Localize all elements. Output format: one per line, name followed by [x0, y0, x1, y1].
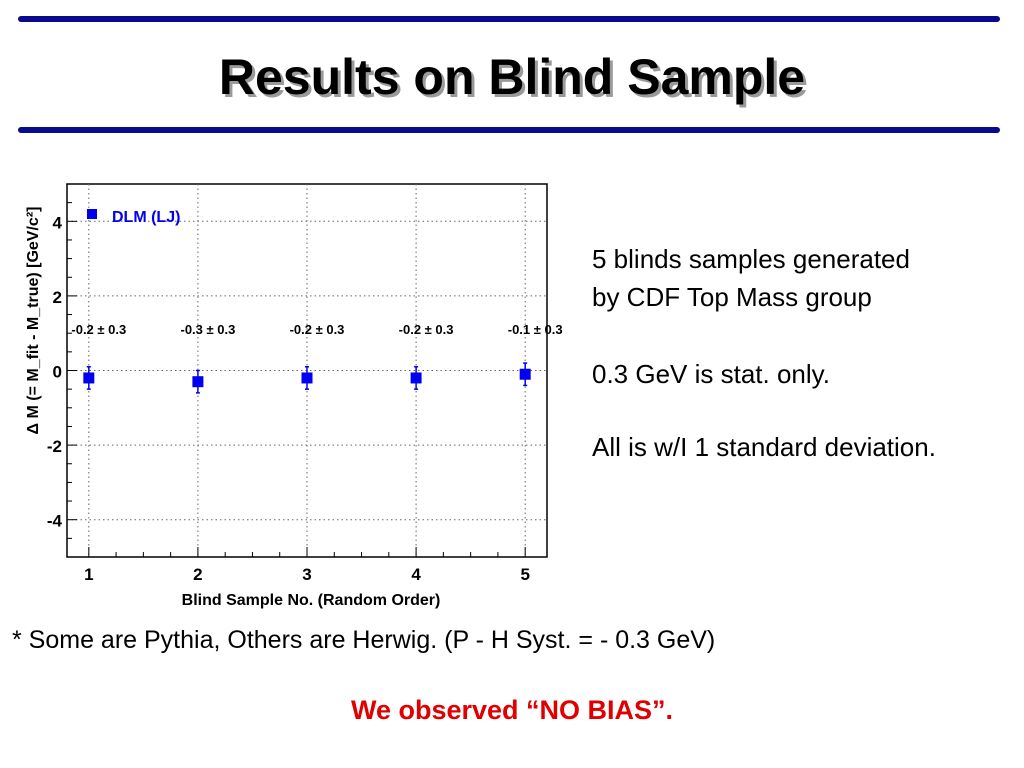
note-line-4: All is w/I 1 standard deviation.: [592, 432, 936, 462]
y-axis-label: Δ M (= M_fit - M_true) [GeV/c²]: [25, 207, 42, 435]
y-tick-label: 2: [53, 288, 62, 307]
data-point: [301, 372, 313, 384]
x-tick-label: 5: [520, 565, 529, 584]
data-label: -0.2 ± 0.3: [71, 322, 126, 337]
x-tick-label: 3: [302, 565, 311, 584]
y-tick-label: -4: [47, 512, 63, 531]
x-tick-label: 2: [193, 565, 202, 584]
data-label: -0.2 ± 0.3: [290, 322, 345, 337]
legend-marker: [87, 209, 97, 219]
note-line-3: 0.3 GeV is stat. only.: [592, 359, 830, 389]
slide-title: Results on Blind Sample: [218, 49, 806, 105]
y-tick-label: -2: [47, 437, 62, 456]
x-axis-label: Blind Sample No. (Random Order): [182, 592, 441, 609]
data-point: [519, 368, 531, 380]
data-point: [410, 372, 422, 384]
note-line-2: by CDF Top Mass group: [592, 282, 872, 312]
footnote: * Some are Pythia, Others are Herwig. (P…: [12, 626, 716, 654]
x-tick-label: 4: [411, 565, 421, 584]
data-point: [83, 372, 95, 384]
data-label: -0.3 ± 0.3: [180, 322, 235, 337]
data-label: -0.2 ± 0.3: [399, 322, 454, 337]
x-tick-label: 1: [84, 565, 93, 584]
data-label: -0.1 ± 0.3: [508, 322, 563, 337]
data-point: [192, 376, 204, 388]
legend-label: DLM (LJ): [112, 209, 180, 226]
y-tick-label: 4: [53, 213, 63, 232]
bottom-accent-bar: [18, 127, 1000, 133]
note-line-1: 5 blinds samples generated: [592, 244, 910, 274]
conclusion-text: We observed “NO BIAS”.: [350, 695, 674, 725]
y-tick-label: 0: [53, 363, 62, 382]
top-accent-bar: [18, 16, 1000, 22]
